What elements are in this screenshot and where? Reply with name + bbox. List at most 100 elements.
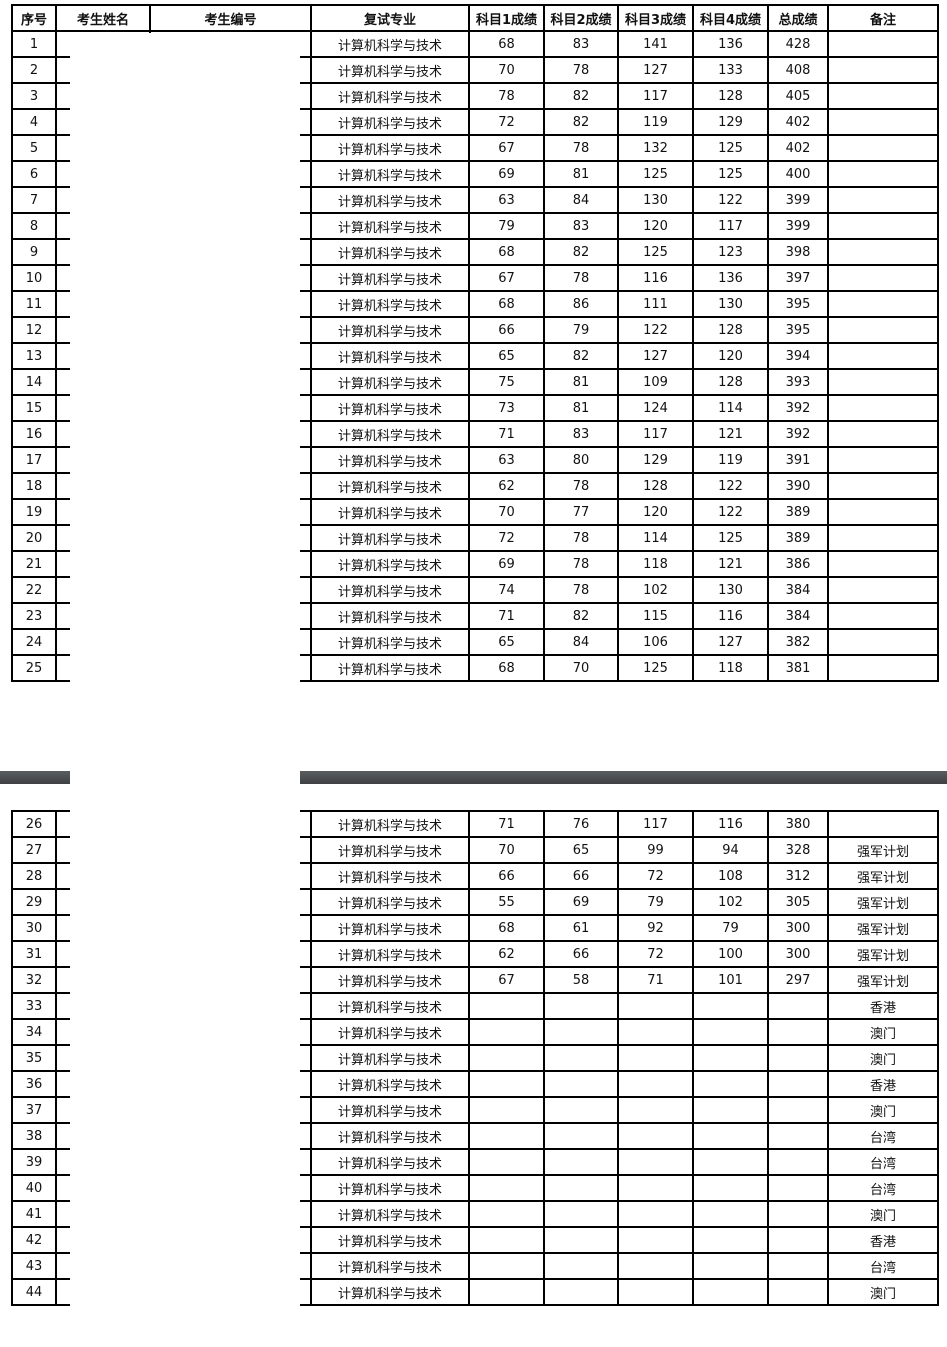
cell-major: 计算机科学与技术 — [310, 134, 470, 162]
cell-subject3: 122 — [617, 316, 694, 344]
cell-total: 394 — [767, 342, 829, 370]
cell-note: 强军计划 — [827, 862, 939, 890]
cell-subject2: 82 — [543, 602, 619, 630]
cell-note: 澳门 — [827, 1018, 939, 1046]
cell-major: 计算机科学与技术 — [310, 524, 470, 552]
cell-total: 384 — [767, 576, 829, 604]
table-row: 17 计算机科学与技术 63 80 129 119 391 — [11, 446, 939, 474]
cell-subject3: 125 — [617, 654, 694, 682]
cell-subject2: 78 — [543, 524, 619, 552]
cell-subject4: 133 — [692, 56, 769, 84]
cell-total: 305 — [767, 888, 829, 916]
cell-subject1: 68 — [468, 238, 545, 266]
cell-subject2 — [543, 1122, 619, 1150]
cell-note: 强军计划 — [827, 914, 939, 942]
cell-subject4 — [692, 1070, 769, 1098]
cell-subject2: 77 — [543, 498, 619, 526]
cell-subject4: 130 — [692, 576, 769, 604]
cell-note — [827, 316, 939, 344]
cell-subject2: 66 — [543, 862, 619, 890]
cell-subject2 — [543, 1096, 619, 1124]
cell-subject2 — [543, 1226, 619, 1254]
cell-subject4: 122 — [692, 498, 769, 526]
cell-note — [827, 446, 939, 474]
cell-note — [827, 628, 939, 656]
cell-major: 计算机科学与技术 — [310, 160, 470, 188]
cell-total: 400 — [767, 160, 829, 188]
cell-note — [827, 368, 939, 396]
cell-total: 389 — [767, 524, 829, 552]
header-row: 序号 考生姓名 考生编号 复试专业 科目1成绩 科目2成绩 科目3成绩 科目4成绩 总成绩 备注 — [11, 4, 939, 32]
cell-subject2 — [543, 1174, 619, 1202]
cell-total — [767, 1148, 829, 1176]
cell-subject3 — [617, 1044, 694, 1072]
cell-seq: 18 — [11, 472, 57, 500]
cell-total: 390 — [767, 472, 829, 500]
cell-total — [767, 1200, 829, 1228]
cell-seq: 24 — [11, 628, 57, 656]
cell-subject3: 117 — [617, 82, 694, 110]
cell-subject3 — [617, 1096, 694, 1124]
cell-major: 计算机科学与技术 — [310, 1070, 470, 1098]
cell-major: 计算机科学与技术 — [310, 576, 470, 604]
cell-note — [827, 472, 939, 500]
cell-subject4: 125 — [692, 134, 769, 162]
cell-subject3: 127 — [617, 342, 694, 370]
cell-subject4 — [692, 1200, 769, 1228]
cell-major: 计算机科学与技术 — [310, 914, 470, 942]
cell-subject2: 65 — [543, 836, 619, 864]
cell-subject4 — [692, 1252, 769, 1280]
cell-subject2: 82 — [543, 238, 619, 266]
cell-total — [767, 1018, 829, 1046]
cell-subject4: 117 — [692, 212, 769, 240]
cell-subject1 — [468, 992, 545, 1020]
cell-seq: 12 — [11, 316, 57, 344]
cell-total: 300 — [767, 914, 829, 942]
cell-major: 计算机科学与技术 — [310, 316, 470, 344]
cell-subject3: 120 — [617, 212, 694, 240]
cell-seq: 37 — [11, 1096, 57, 1124]
cell-major: 计算机科学与技术 — [310, 862, 470, 890]
cell-subject4: 101 — [692, 966, 769, 994]
cell-major: 计算机科学与技术 — [310, 420, 470, 448]
cell-subject2: 83 — [543, 420, 619, 448]
cell-note: 澳门 — [827, 1278, 939, 1306]
cell-subject2: 84 — [543, 186, 619, 214]
cell-major: 计算机科学与技术 — [310, 992, 470, 1020]
header-col-subject1: 科目1成绩 — [468, 4, 545, 32]
cell-subject1 — [468, 1174, 545, 1202]
cell-major: 计算机科学与技术 — [310, 654, 470, 682]
cell-subject4: 100 — [692, 940, 769, 968]
cell-major: 计算机科学与技术 — [310, 1200, 470, 1228]
cell-seq: 15 — [11, 394, 57, 422]
cell-note — [827, 290, 939, 318]
cell-subject4: 136 — [692, 264, 769, 292]
cell-seq: 21 — [11, 550, 57, 578]
cell-major: 计算机科学与技术 — [310, 472, 470, 500]
cell-subject4: 119 — [692, 446, 769, 474]
cell-major: 计算机科学与技术 — [310, 1044, 470, 1072]
cell-subject3: 109 — [617, 368, 694, 396]
cell-subject4: 102 — [692, 888, 769, 916]
cell-subject1: 71 — [468, 810, 545, 838]
cell-major: 计算机科学与技术 — [310, 966, 470, 994]
cell-subject3 — [617, 1278, 694, 1306]
cell-note — [827, 654, 939, 682]
cell-subject4 — [692, 992, 769, 1020]
cell-major: 计算机科学与技术 — [310, 290, 470, 318]
cell-subject2: 78 — [543, 56, 619, 84]
cell-subject4: 128 — [692, 316, 769, 344]
cell-subject4: 123 — [692, 238, 769, 266]
cell-seq: 28 — [11, 862, 57, 890]
header-col-name: 考生姓名 — [55, 4, 151, 32]
cell-seq: 5 — [11, 134, 57, 162]
cell-subject3: 120 — [617, 498, 694, 526]
cell-subject1: 71 — [468, 420, 545, 448]
cell-total: 395 — [767, 290, 829, 318]
cell-subject3: 106 — [617, 628, 694, 656]
cell-subject4: 94 — [692, 836, 769, 864]
cell-seq: 42 — [11, 1226, 57, 1254]
cell-subject1 — [468, 1044, 545, 1072]
cell-subject1: 65 — [468, 342, 545, 370]
cell-subject1: 69 — [468, 550, 545, 578]
